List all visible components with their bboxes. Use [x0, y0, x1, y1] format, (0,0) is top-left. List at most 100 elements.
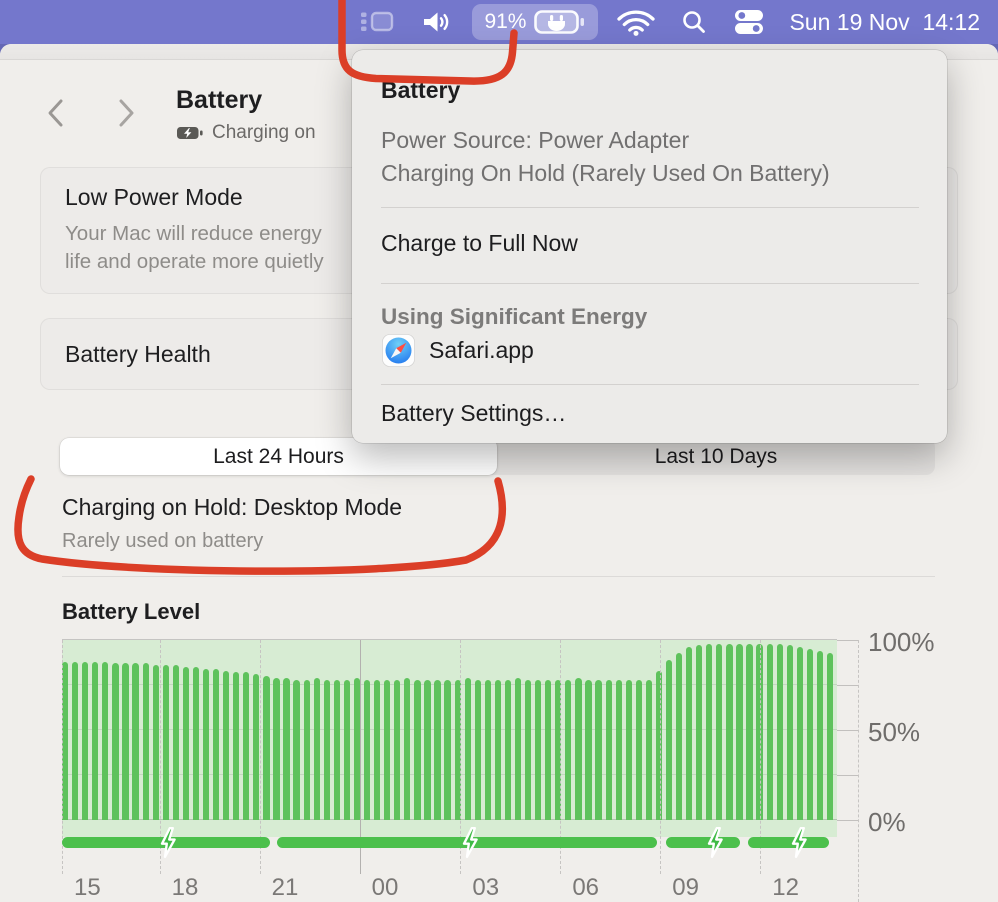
section-divider [62, 576, 935, 577]
y-tick [837, 820, 858, 821]
y-tick-label: 0% [868, 807, 906, 837]
x-tick-label: 09 [672, 874, 699, 901]
battery-bar [253, 674, 260, 820]
charging-segment [665, 837, 741, 848]
battery-bar [444, 679, 451, 820]
battery-bar [404, 677, 411, 820]
charge-to-full-menu-item[interactable]: Charge to Full Now [381, 230, 578, 256]
charging-segment [747, 837, 830, 848]
forward-chevron-icon[interactable] [112, 96, 138, 130]
battery-bar [72, 661, 79, 820]
battery-settings-menu-item[interactable]: Battery Settings… [381, 400, 567, 426]
battery-bar [182, 667, 189, 820]
back-chevron-icon[interactable] [44, 96, 70, 130]
battery-bar [92, 661, 99, 820]
battery-bar [786, 645, 793, 820]
battery-bar [243, 672, 250, 820]
control-center-icon [735, 10, 764, 34]
battery-bar [514, 677, 522, 820]
battery-bar [374, 679, 381, 820]
y-gridline [62, 639, 837, 640]
charging-bolt-icon [460, 827, 480, 858]
control-center-menu-item[interactable] [720, 0, 779, 44]
battery-bar [192, 667, 200, 820]
volume-menu-item[interactable] [408, 0, 466, 44]
battery-bar [585, 679, 592, 820]
stage-manager-menu-item[interactable] [346, 0, 408, 44]
safari-app-menu-item[interactable]: Safari.app [382, 334, 534, 367]
battery-bar [796, 647, 803, 820]
x-tick-label: 06 [572, 874, 600, 901]
battery-bar [665, 659, 673, 820]
charging-hold-subtitle: Rarely used on battery [62, 530, 264, 552]
battery-bar [343, 679, 351, 820]
battery-bar [212, 668, 220, 820]
significant-energy-header: Using Significant Energy [381, 304, 648, 329]
battery-bar [152, 665, 159, 820]
charging-hold-title: Charging on Hold: Desktop Mode [62, 494, 403, 520]
page-title: Battery [176, 86, 263, 114]
battery-dropdown-menu: Battery Power Source: Power Adapter Char… [352, 50, 947, 443]
battery-bar [122, 663, 129, 820]
power-source-text: Power Source: Power Adapter [381, 127, 690, 153]
battery-bar [414, 679, 421, 820]
battery-bar [313, 677, 320, 820]
battery-bar [605, 679, 612, 820]
y-tick [837, 640, 858, 641]
battery-bar [434, 679, 441, 820]
battery-bar [223, 670, 230, 820]
tab-last-10-days[interactable]: Last 10 Days [497, 438, 935, 475]
charging-bolt-icon [705, 827, 725, 858]
battery-bar [494, 679, 502, 820]
battery-bar [625, 679, 632, 820]
x-tick-label: 21 [271, 874, 299, 901]
battery-bar [283, 677, 290, 820]
x-tick-label: 18 [171, 874, 199, 901]
battery-bar [575, 677, 582, 820]
y-tick [837, 685, 858, 686]
page-subtitle: Charging on [176, 122, 316, 144]
battery-bar [706, 643, 713, 820]
battery-bar [655, 670, 663, 820]
battery-bar [263, 676, 270, 820]
battery-bar [545, 679, 552, 820]
spotlight-menu-item[interactable] [668, 0, 720, 44]
battery-bar [273, 677, 280, 820]
x-tick-label: 03 [472, 874, 500, 901]
charging-bolt-icon [158, 827, 178, 858]
menubar-battery-item[interactable]: 91% [472, 4, 599, 40]
battery-bar [746, 643, 753, 820]
charging-status-text: Charging On Hold (Rarely Used On Battery… [381, 160, 830, 186]
y-axis-line [858, 640, 859, 902]
battery-bar [394, 679, 401, 820]
menubar-clock[interactable]: Sun 19 Nov 14:12 [789, 8, 980, 35]
dropdown-title: Battery [381, 77, 461, 103]
battery-bar [555, 679, 562, 820]
battery-bar [353, 677, 361, 820]
battery-bar [635, 679, 642, 820]
battery-bar [162, 665, 169, 820]
battery-bar [816, 650, 824, 820]
menu-bar: 91% [0, 0, 998, 44]
y-tick [837, 730, 858, 731]
battery-bar [565, 679, 572, 820]
battery-charging-icon [534, 10, 585, 34]
y-tick-label: 100% [868, 627, 935, 657]
tab-last-24-hours[interactable]: Last 24 Hours [60, 438, 497, 475]
x-tick-label: 00 [371, 874, 399, 901]
battery-bar [776, 643, 783, 820]
wifi-menu-item[interactable] [604, 0, 668, 44]
charging-bolt-icon [789, 827, 809, 858]
volume-icon [424, 12, 449, 32]
history-tabbar: Last 24 Hours Last 10 Days [60, 438, 935, 475]
battery-bar [726, 643, 733, 820]
battery-bar [454, 679, 461, 820]
menu-separator [381, 384, 919, 385]
y-tick-label: 50% [868, 717, 921, 747]
battery-level-heading: Battery Level [62, 599, 201, 624]
battery-bar [82, 661, 89, 820]
battery-bar [62, 661, 69, 820]
battery-bar [464, 677, 471, 820]
battery-bar [756, 643, 763, 820]
wifi-icon [617, 10, 656, 36]
